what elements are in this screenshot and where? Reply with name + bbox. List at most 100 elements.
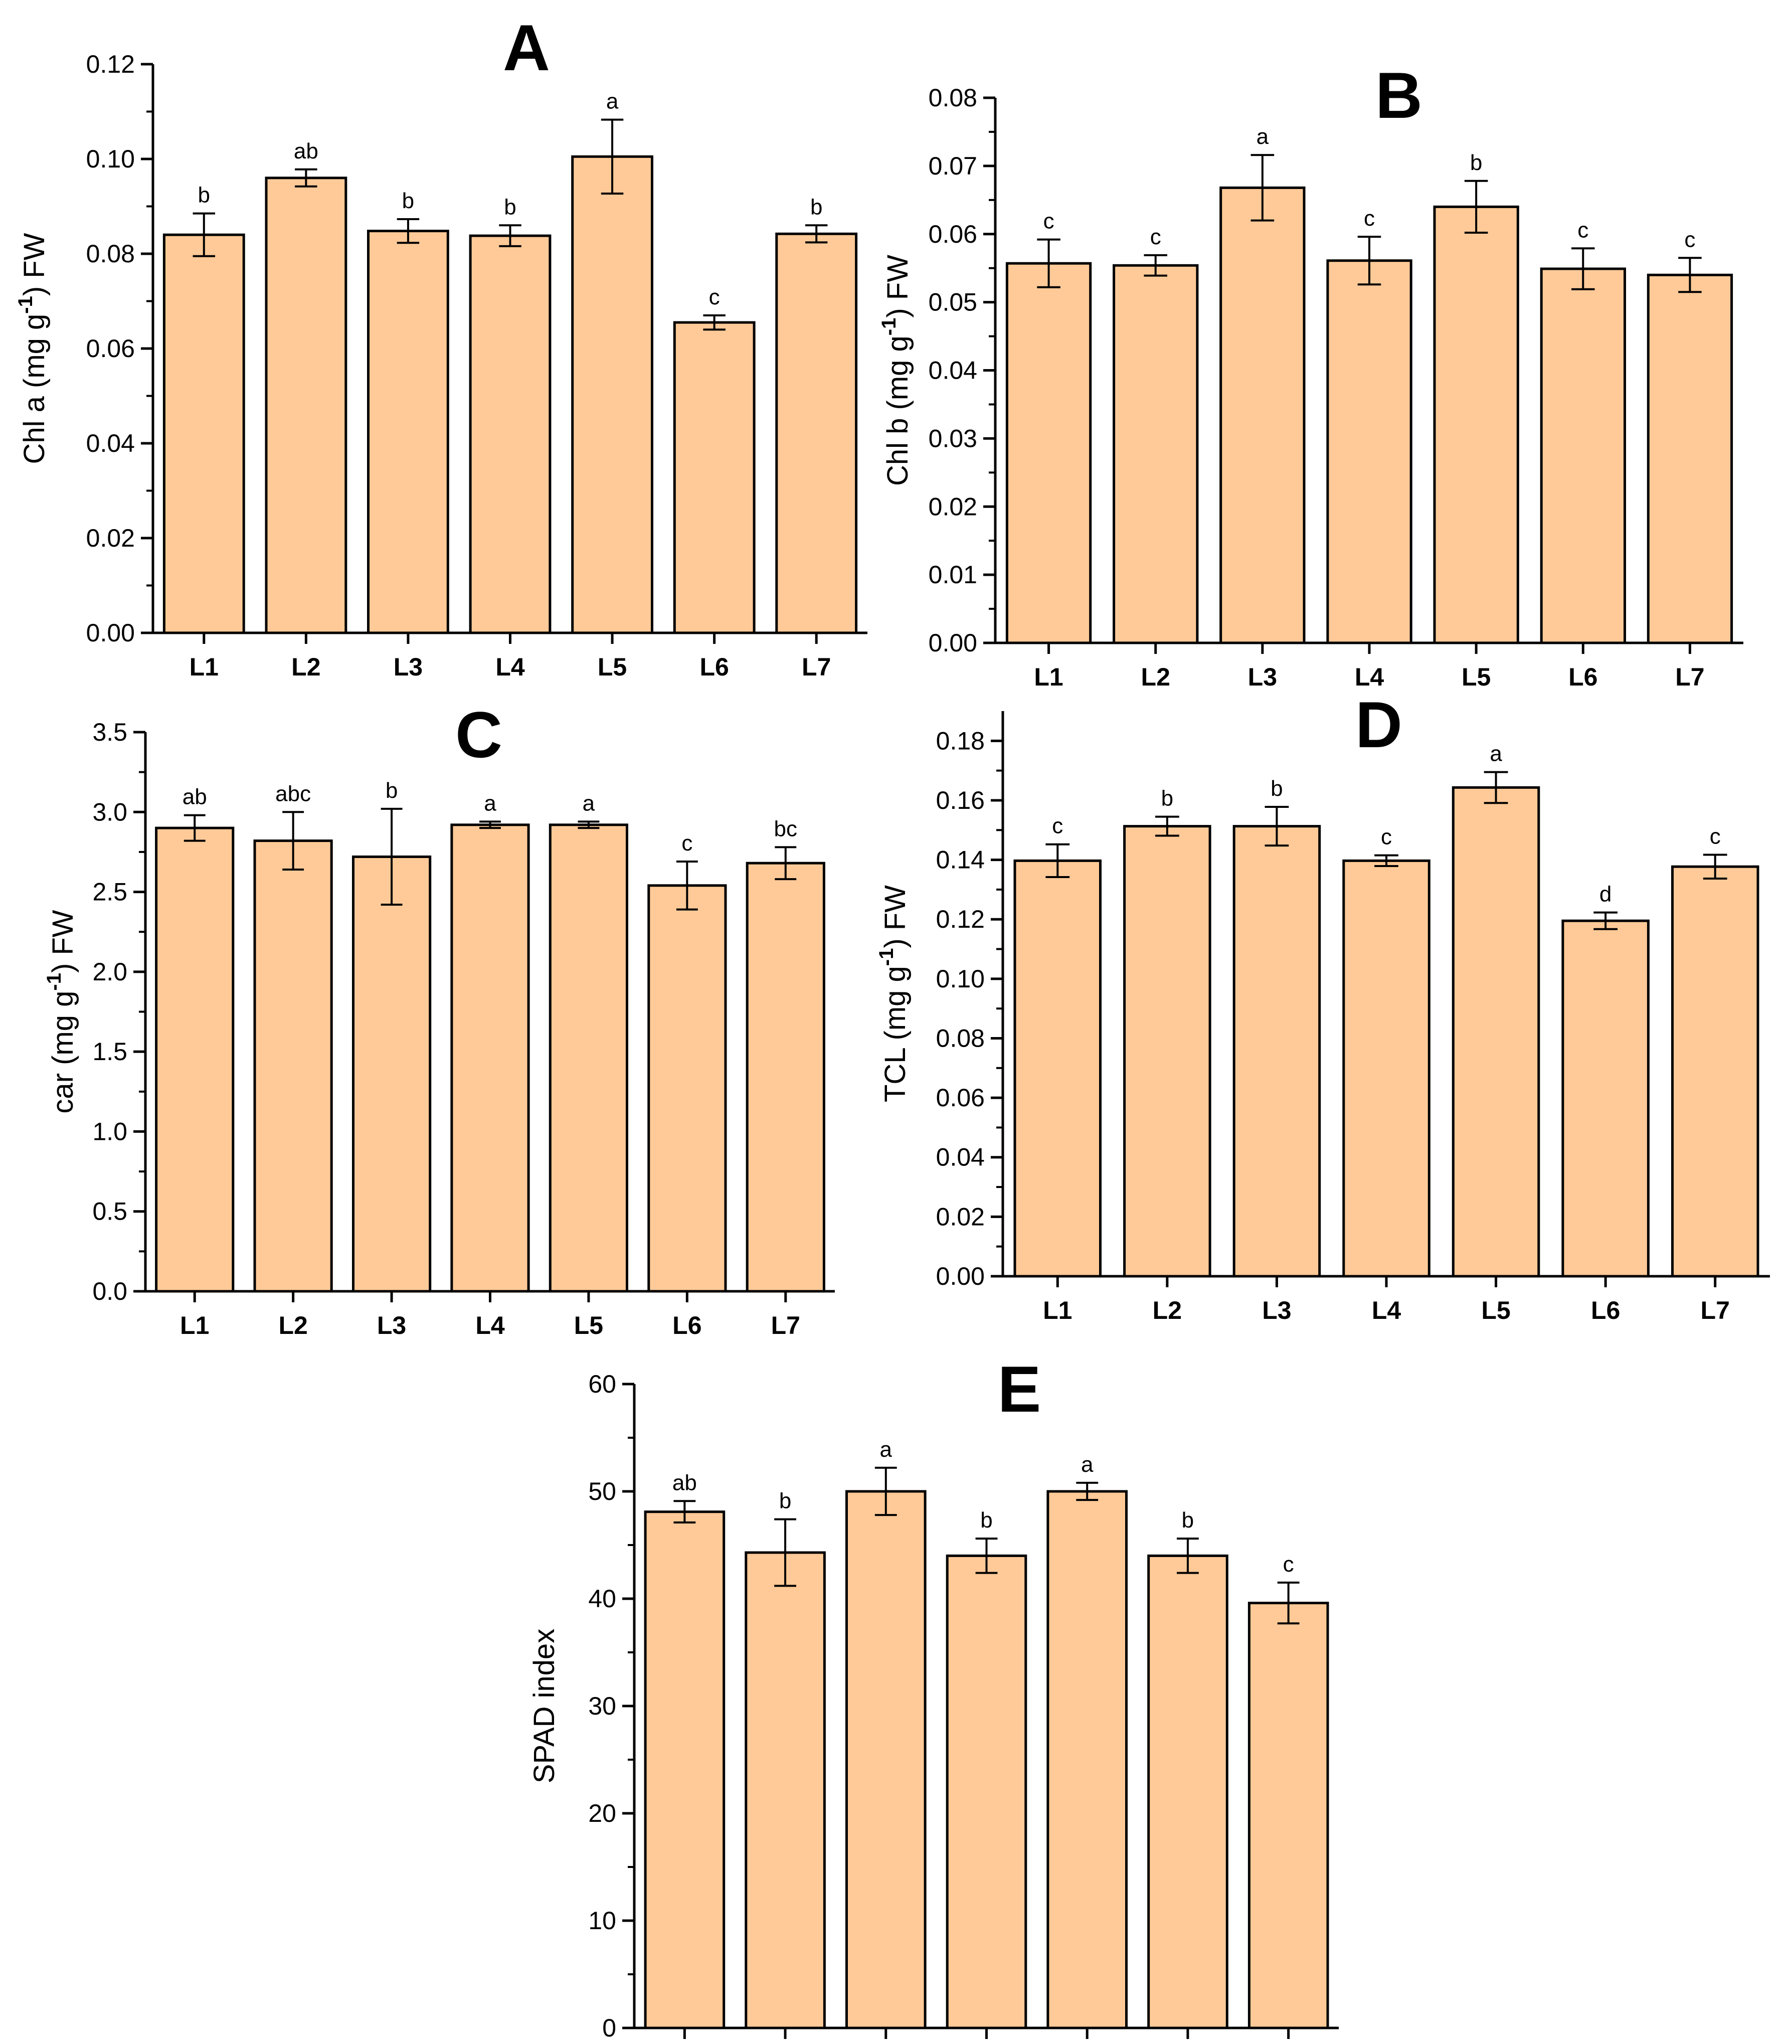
error-bar-l2 xyxy=(1144,254,1167,277)
error-bar-l4 xyxy=(479,820,501,829)
y-axis-title-superscript: -1 xyxy=(875,948,898,966)
x-tick-label: L3 xyxy=(1262,1296,1291,1324)
bar-l3 xyxy=(845,1490,927,2029)
error-bar-l6 xyxy=(1571,247,1595,290)
significance-label: d xyxy=(1599,882,1611,907)
y-tick-label: 3.0 xyxy=(92,798,127,826)
error-bar-l5 xyxy=(601,118,624,195)
error-bar-l7 xyxy=(1277,1581,1300,1625)
y-tick-label: 0.00 xyxy=(936,1262,985,1290)
error-bar-l6 xyxy=(703,314,726,331)
significance-label: ab xyxy=(672,1470,697,1495)
significance-label: a xyxy=(1081,1452,1094,1477)
bar-l2 xyxy=(1113,264,1199,644)
significance-label: a xyxy=(880,1437,892,1462)
y-tick-label: 0.04 xyxy=(86,429,135,457)
bar-l5 xyxy=(571,155,653,634)
significance-label: c xyxy=(709,285,720,309)
y-axis-title-superscript: -1 xyxy=(878,318,900,336)
y-tick-label: 10 xyxy=(588,1907,616,1935)
chart-panel-c: ab L1 abc L2 b L3 a L4 a L5 c L6 bc L7 0.0 0.5 1.0 1.5 2.0… xyxy=(43,698,835,1339)
y-tick-label: 1.0 xyxy=(92,1117,127,1145)
bar-l6 xyxy=(1540,267,1626,644)
x-tick-label: L4 xyxy=(1372,1296,1401,1324)
significance-label: b xyxy=(386,778,398,803)
error-bar-l2 xyxy=(1155,815,1179,837)
error-bar-l3 xyxy=(1265,805,1289,847)
bar-l5 xyxy=(549,823,629,1293)
y-tick-label: 1.5 xyxy=(92,1038,127,1066)
y-tick-label: 0.02 xyxy=(929,492,977,521)
chart-panel-d: c L1 b L2 b L3 c L4 a L5 d L6 c L7 0.00 0.02 0.04 0.06 0.0… xyxy=(875,688,1770,1324)
x-tick-label: L7 xyxy=(771,1311,800,1339)
x-tick-label: L3 xyxy=(394,653,423,681)
y-tick-label: 2.0 xyxy=(92,958,127,986)
y-axis-title-main: car (mg g xyxy=(47,991,79,1114)
x-tick-label: L5 xyxy=(1481,1296,1510,1324)
error-bar-l4 xyxy=(499,224,521,247)
x-tick-label: L3 xyxy=(377,1311,406,1339)
x-tick-label: L1 xyxy=(180,1311,209,1339)
y-tick-label: 40 xyxy=(588,1585,616,1613)
bar-l2 xyxy=(253,839,333,1293)
significance-label: c xyxy=(1052,814,1063,838)
y-axis-title-main: TCL (mg g xyxy=(879,966,912,1102)
bar-l4 xyxy=(450,823,530,1293)
bar-l3 xyxy=(1232,825,1321,1278)
y-tick-label: 0.08 xyxy=(929,84,977,112)
y-axis-title-tail: ) FW xyxy=(881,255,914,318)
x-tick-label: L6 xyxy=(1568,663,1597,691)
significance-label: b xyxy=(779,1489,791,1513)
bar-l1 xyxy=(1005,262,1092,644)
error-bar-l1 xyxy=(184,814,206,842)
error-bar-l1 xyxy=(193,212,216,257)
y-tick-label: 0.5 xyxy=(92,1198,127,1226)
significance-label: ab xyxy=(294,139,318,163)
significance-label: b xyxy=(1271,776,1283,801)
y-tick-label: 0.04 xyxy=(936,1143,985,1171)
error-bar-l1 xyxy=(1037,238,1060,288)
bar-l4 xyxy=(1342,859,1430,1278)
panel-letter: B xyxy=(1375,59,1422,132)
error-bar-l1 xyxy=(1045,843,1070,878)
error-bar-l7 xyxy=(775,846,797,881)
bar-l3 xyxy=(367,230,449,634)
significance-label: c xyxy=(1710,824,1721,849)
significance-label: b xyxy=(402,189,414,213)
x-tick-label: L6 xyxy=(672,1311,701,1339)
significance-label: c xyxy=(1381,825,1392,849)
significance-label: a xyxy=(1490,742,1502,766)
error-bar-l5 xyxy=(578,820,600,829)
error-bar-l5 xyxy=(1464,180,1488,234)
significance-label: abc xyxy=(275,781,311,806)
bar-l5 xyxy=(1433,205,1519,644)
bar-l4 xyxy=(469,234,552,634)
chart-panel-e: abL1bL2aL3bL4aL5bL6cL70102030405060ESPAD… xyxy=(528,1352,1339,2042)
significance-label: b xyxy=(1182,1508,1194,1532)
x-tick-label: L7 xyxy=(1701,1296,1730,1324)
error-bar-l6 xyxy=(1593,911,1618,930)
x-tick-label: L2 xyxy=(1141,663,1170,691)
significance-label: c xyxy=(1150,225,1161,249)
x-tick-label: L7 xyxy=(1675,663,1704,691)
error-bar-l6 xyxy=(676,861,698,911)
significance-label: c xyxy=(681,831,692,856)
y-axis-title-tail: ) FW xyxy=(47,910,79,973)
y-tick-label: 0.06 xyxy=(86,334,135,363)
chart-panel-b: c L1 c L2 a L3 c L4 b L5 c L6 c L7 0.00 0.01 0.02 0.03 0.0… xyxy=(878,59,1743,691)
error-bar-l3 xyxy=(397,218,420,244)
chart-panel-a: b L1 ab L2 b L3 b L4 a L5 c L6 b L7 0.00 0.02 0.04 0.06 0.… xyxy=(15,11,867,681)
bar-l2 xyxy=(265,177,347,634)
y-tick-label: 3.5 xyxy=(92,718,127,746)
bar-l7 xyxy=(775,232,858,634)
bar-l7 xyxy=(1247,1602,1329,2029)
bar-l4 xyxy=(946,1554,1027,2029)
y-tick-label: 0.12 xyxy=(936,905,985,933)
y-tick-label: 0.00 xyxy=(929,629,977,657)
error-bar-l7 xyxy=(1678,257,1702,293)
bar-l6 xyxy=(647,884,727,1293)
x-tick-label: L3 xyxy=(1248,663,1277,691)
y-tick-label: 0.14 xyxy=(936,846,985,874)
error-bar-l1 xyxy=(673,1500,696,1524)
y-tick-label: 0.02 xyxy=(936,1203,985,1231)
